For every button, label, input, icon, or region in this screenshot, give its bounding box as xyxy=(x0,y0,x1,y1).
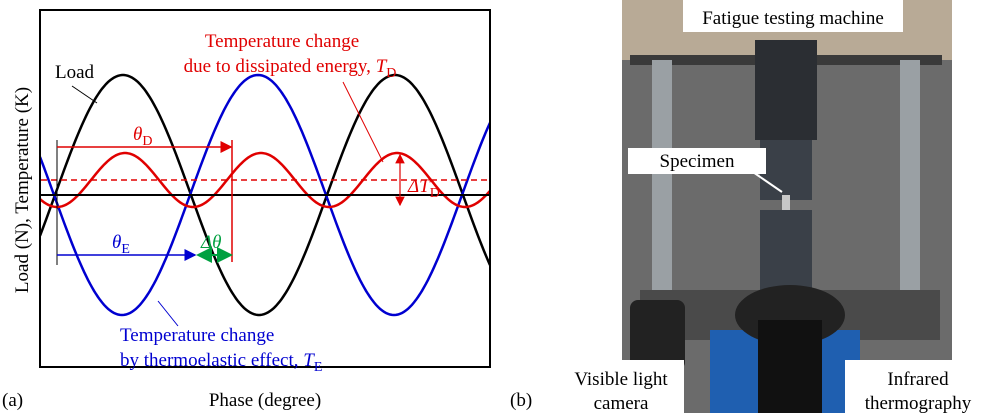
figure: Load Temperature change due to dissipate… xyxy=(0,0,988,413)
camera-label: Visible light xyxy=(574,369,668,390)
symbol: ΔT xyxy=(407,176,431,197)
load-label: Load xyxy=(55,62,95,83)
subscript: D xyxy=(142,134,152,149)
grip xyxy=(760,140,812,200)
td-pointer xyxy=(343,82,383,162)
symbol: θ xyxy=(133,124,142,145)
text: due to dissipated energy, xyxy=(184,56,376,77)
delta-theta: Δθ xyxy=(200,232,221,253)
thermoelastic-line1: Temperature change xyxy=(120,325,274,346)
camera-label: camera xyxy=(594,393,649,413)
machine-label: Fatigue testing machine xyxy=(702,8,884,29)
specimen-label: Specimen xyxy=(660,151,735,172)
grip xyxy=(760,210,812,290)
y-axis-label: Load (N), Temperature (K) xyxy=(12,87,33,293)
thermography-label: thermography xyxy=(865,393,972,413)
dissipated-line2: due to dissipated energy, TD xyxy=(184,56,397,81)
dissipated-line1: Temperature change xyxy=(205,31,359,52)
theta-d: θD xyxy=(133,124,152,149)
te-pointer xyxy=(158,301,178,326)
text: by thermoelastic effect, xyxy=(120,350,303,371)
pillar xyxy=(652,60,672,330)
panel-label: (b) xyxy=(510,390,532,411)
thermography-label: Infrared xyxy=(887,369,949,390)
grip xyxy=(755,40,817,140)
camera xyxy=(630,300,685,370)
subscript: E xyxy=(314,360,323,375)
theta-e: θE xyxy=(112,232,130,257)
symbol: θ xyxy=(112,232,121,253)
photo xyxy=(558,0,988,413)
subscript: D xyxy=(386,66,396,81)
thermoelastic-line2: by thermoelastic effect, TE xyxy=(120,350,322,375)
ir-lens-body xyxy=(758,320,822,413)
load-pointer xyxy=(72,86,97,103)
specimen xyxy=(782,195,790,210)
panel-label: (a) xyxy=(2,390,23,411)
pillar xyxy=(900,60,920,330)
x-axis-label: Phase (degree) xyxy=(209,390,321,411)
subscript: D xyxy=(430,186,440,201)
subscript: E xyxy=(121,242,130,257)
